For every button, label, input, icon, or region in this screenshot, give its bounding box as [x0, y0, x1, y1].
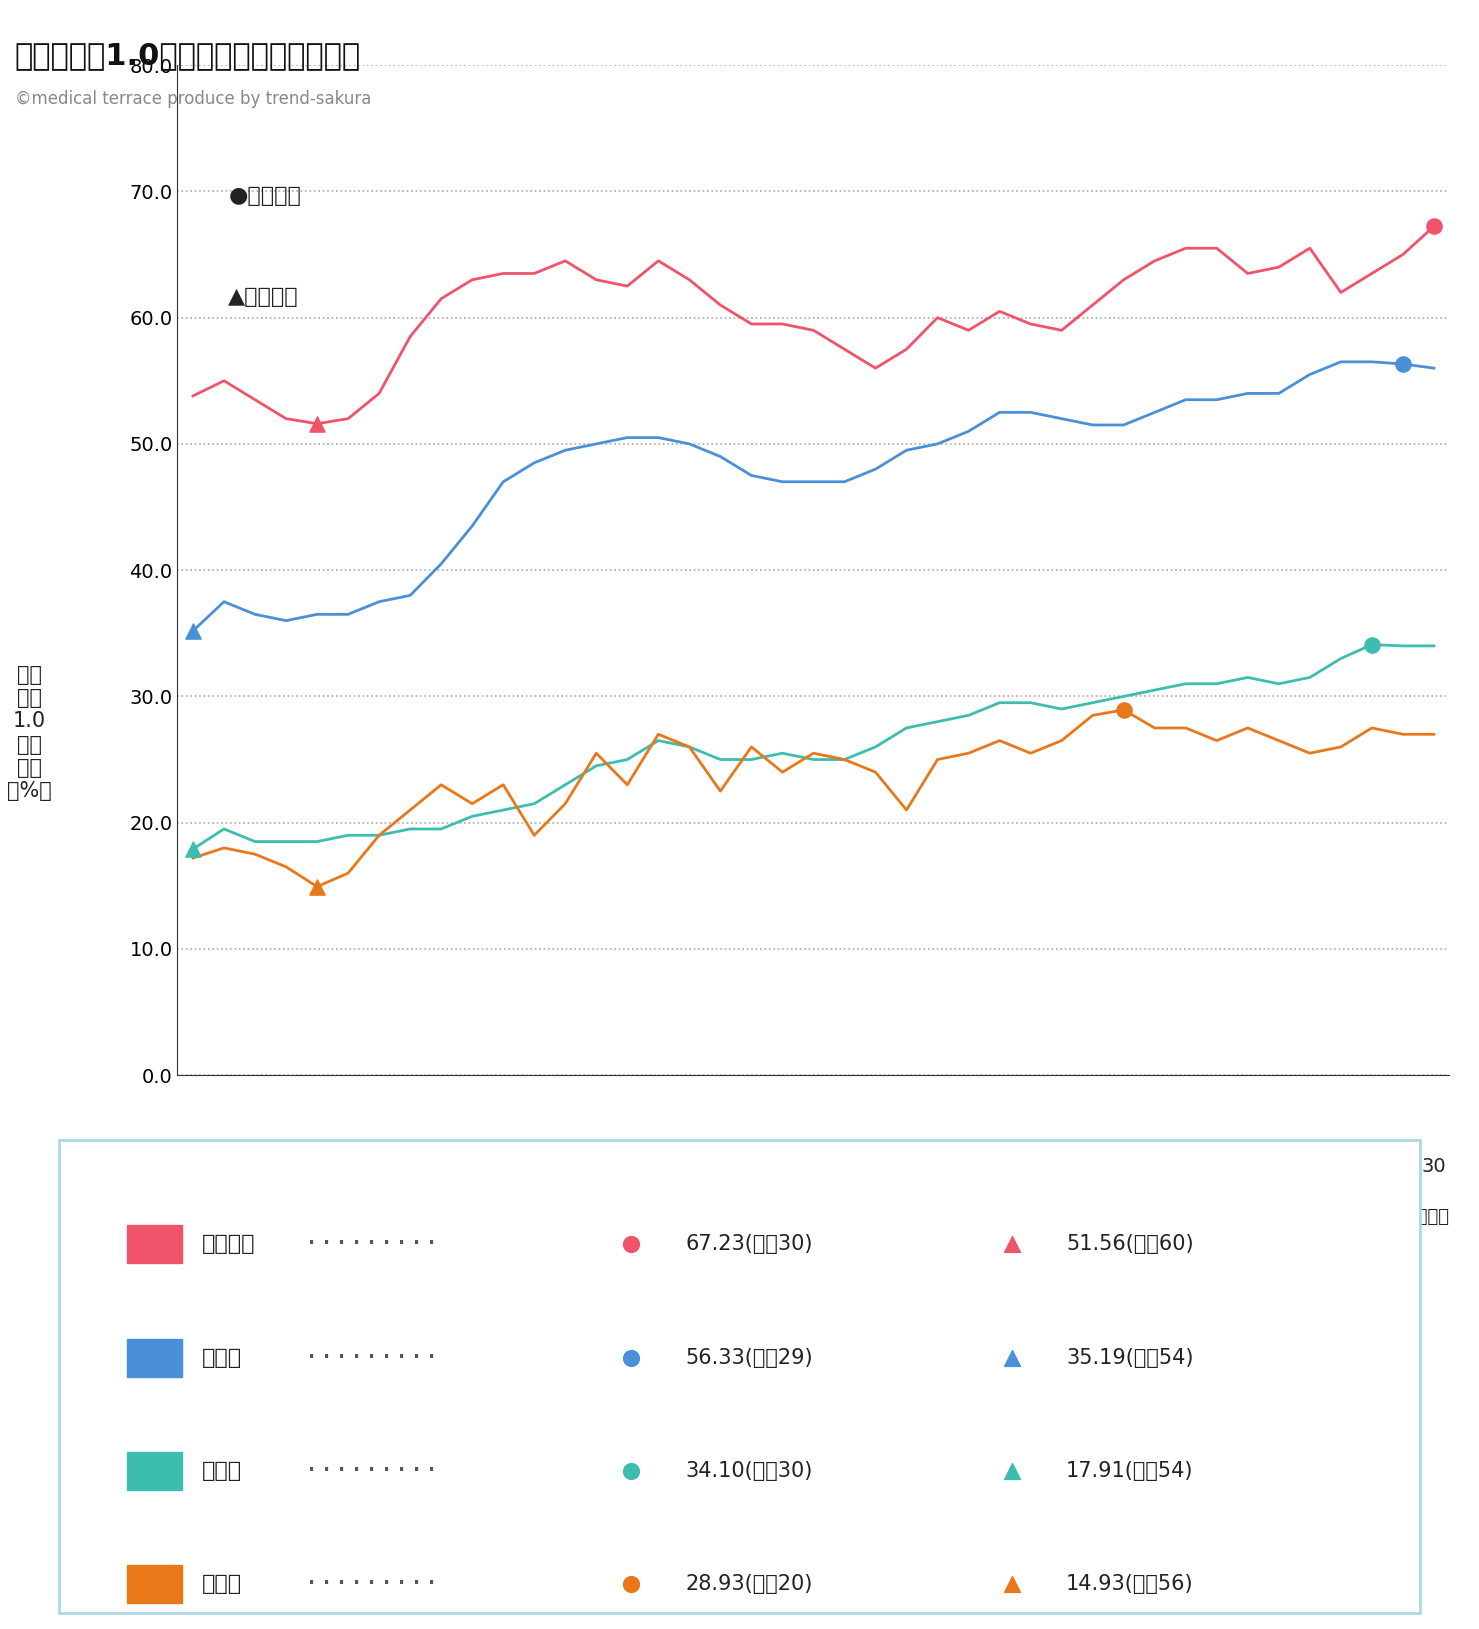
Bar — [127, 1339, 182, 1377]
Point — [1000, 1572, 1023, 1598]
Text: 【裸眼視力1.0未満の者の割合の推移】: 【裸眼視力1.0未満の者の割合の推移】 — [15, 41, 361, 70]
Text: 51.56(昭和60): 51.56(昭和60) — [1066, 1235, 1194, 1254]
Text: 34.10(平成30): 34.10(平成30) — [685, 1461, 812, 1481]
Point — [305, 411, 328, 437]
Point — [180, 617, 204, 643]
Text: 裸眼
視力
1.0
未満
の者
（%）: 裸眼 視力 1.0 未満 の者 （%） — [7, 665, 52, 801]
Bar — [127, 1225, 182, 1262]
Text: 高等学校: 高等学校 — [203, 1235, 256, 1254]
Text: ·········: ········· — [305, 1346, 439, 1370]
Text: ●は最高値: ●は最高値 — [228, 186, 302, 207]
Point — [618, 1458, 642, 1484]
Point — [305, 873, 328, 899]
Text: 30: 30 — [1421, 1157, 1446, 1176]
Text: 中学校: 中学校 — [203, 1347, 243, 1368]
Text: 平
成
10: 平 成 10 — [833, 1157, 856, 1220]
Text: 28.93(平成20): 28.93(平成20) — [685, 1574, 812, 1595]
Text: ·········: ········· — [305, 1232, 439, 1256]
FancyBboxPatch shape — [59, 1140, 1420, 1613]
Point — [1112, 697, 1136, 723]
Point — [618, 1344, 642, 1370]
Text: 幼稚園: 幼稚園 — [203, 1574, 243, 1595]
Text: ▲は最低値: ▲は最低値 — [228, 287, 299, 308]
Point — [1423, 213, 1446, 239]
Text: （年度）: （年度） — [1407, 1207, 1449, 1225]
Bar — [127, 1565, 182, 1603]
Text: ·········: ········· — [305, 1572, 439, 1596]
Text: 17.91(昭和54): 17.91(昭和54) — [1066, 1461, 1194, 1481]
Point — [618, 1572, 642, 1598]
Point — [1361, 632, 1384, 658]
Point — [1000, 1232, 1023, 1258]
Text: 小学校: 小学校 — [203, 1461, 243, 1481]
Text: 63: 63 — [460, 1157, 485, 1176]
Text: 67.23(平成30): 67.23(平成30) — [685, 1235, 812, 1254]
Text: 35.19(昭和54): 35.19(昭和54) — [1066, 1347, 1194, 1368]
Point — [1000, 1344, 1023, 1370]
Text: 20: 20 — [1142, 1157, 1167, 1176]
Text: ©medical terrace produce by trend-sakura: ©medical terrace produce by trend-sakura — [15, 90, 371, 108]
Bar — [127, 1451, 182, 1491]
Point — [618, 1232, 642, 1258]
Point — [1392, 350, 1415, 376]
Text: ·········: ········· — [305, 1460, 439, 1482]
Point — [180, 836, 204, 862]
Text: 昭
和
54: 昭 和 54 — [180, 1157, 206, 1220]
Text: 14.93(昭和56): 14.93(昭和56) — [1066, 1574, 1194, 1595]
Text: 56.33(平成29): 56.33(平成29) — [685, 1347, 812, 1368]
Point — [1000, 1458, 1023, 1484]
